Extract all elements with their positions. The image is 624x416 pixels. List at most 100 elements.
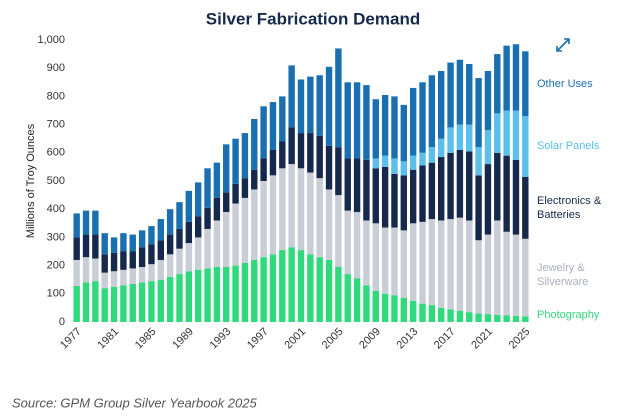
bar-segment bbox=[166, 276, 174, 322]
y-axis-label: Millions of Troy Ounces bbox=[25, 123, 37, 238]
bar-segment bbox=[204, 268, 211, 322]
bar-segment bbox=[251, 118, 258, 170]
bar-segment bbox=[494, 113, 501, 153]
bar-segment bbox=[335, 267, 342, 322]
x-tick-label: 2021 bbox=[469, 326, 495, 352]
bar-segment bbox=[325, 145, 333, 190]
y-tick-label: 800 bbox=[47, 90, 65, 102]
bar-segment bbox=[157, 240, 164, 260]
bar-segment bbox=[353, 158, 361, 213]
bar-segment bbox=[447, 62, 454, 128]
bar-segment bbox=[391, 158, 398, 174]
bar-segment bbox=[484, 234, 492, 315]
bar-segment bbox=[438, 138, 445, 158]
y-tick-label: 900 bbox=[47, 62, 65, 74]
bar-segment bbox=[82, 257, 90, 283]
bar-segment bbox=[101, 272, 108, 289]
bar-segment bbox=[335, 195, 342, 268]
x-tick-label: 1981 bbox=[95, 326, 121, 352]
bar-segment bbox=[400, 104, 408, 162]
bar-segment bbox=[307, 172, 314, 255]
bar-segment bbox=[344, 210, 351, 275]
bar-segment bbox=[92, 210, 99, 235]
bar-segment bbox=[232, 265, 239, 322]
bar-segment bbox=[269, 175, 277, 255]
bar-segment bbox=[138, 267, 146, 283]
bar-segment bbox=[297, 133, 305, 169]
bar-segment bbox=[241, 197, 249, 263]
bar-segment bbox=[307, 76, 314, 134]
bar-segment bbox=[475, 240, 482, 314]
bar-segment bbox=[400, 298, 408, 322]
bar-segment bbox=[466, 151, 473, 221]
bar-segment bbox=[353, 82, 361, 159]
expand-icon[interactable] bbox=[556, 38, 570, 52]
bar-segment bbox=[522, 316, 529, 322]
bar-segment bbox=[92, 258, 99, 282]
bar-segment bbox=[232, 138, 239, 184]
bar-segment bbox=[148, 244, 155, 265]
bar-segment bbox=[279, 96, 286, 142]
bar-segment bbox=[251, 189, 258, 260]
bar-segment bbox=[494, 54, 501, 114]
x-tick-label: 1985 bbox=[133, 326, 159, 352]
bar-segment bbox=[166, 234, 174, 255]
bar-segment bbox=[260, 181, 267, 258]
legend-label: Electronics & Batteries bbox=[537, 194, 602, 221]
bar-segment bbox=[269, 149, 277, 176]
legend-label: Other Uses bbox=[537, 77, 593, 90]
bar-segment bbox=[372, 158, 379, 169]
bar-segment bbox=[456, 217, 464, 311]
bar-segment bbox=[223, 192, 230, 213]
y-tick-label: 0 bbox=[59, 316, 65, 328]
bar-segment bbox=[484, 71, 492, 131]
bar-segment bbox=[335, 147, 342, 196]
bar-segment bbox=[129, 283, 136, 322]
bar-segment bbox=[73, 259, 80, 286]
bar-segment bbox=[484, 164, 492, 235]
bar-segment bbox=[223, 144, 230, 193]
bar-segment bbox=[503, 45, 510, 111]
bar-segment bbox=[475, 78, 482, 148]
bar-segment bbox=[494, 152, 501, 221]
bar-segment bbox=[325, 259, 333, 322]
bar-segment bbox=[213, 197, 221, 221]
bar-segment bbox=[466, 124, 473, 152]
bar-segment bbox=[297, 250, 305, 322]
bar-segment bbox=[204, 168, 211, 208]
bar-segment bbox=[316, 135, 323, 179]
x-tick-label: 2001 bbox=[282, 326, 308, 352]
bar-segment bbox=[372, 223, 379, 291]
bar-segment bbox=[344, 274, 351, 322]
bar-segment bbox=[148, 264, 155, 282]
bar-segment bbox=[204, 228, 211, 269]
bar-segment bbox=[475, 313, 482, 322]
bar-segment bbox=[363, 85, 370, 160]
bar-segment bbox=[456, 149, 464, 218]
bar-segment bbox=[381, 227, 389, 294]
bar-segment bbox=[194, 269, 202, 322]
bar-segment bbox=[456, 124, 464, 150]
bar-segment bbox=[148, 281, 155, 322]
bar-segment bbox=[204, 207, 211, 229]
bar-segment bbox=[447, 152, 454, 220]
bar-segment bbox=[438, 71, 445, 139]
x-tick-label: 1997 bbox=[245, 326, 271, 352]
bar-segment bbox=[185, 190, 193, 222]
bar-segment bbox=[363, 220, 370, 286]
bar-segment bbox=[475, 147, 482, 176]
bar-segment bbox=[110, 252, 118, 272]
bar-segment bbox=[409, 300, 417, 322]
bar-segment bbox=[456, 310, 464, 322]
bar-segment bbox=[484, 314, 492, 322]
bar-segment bbox=[522, 238, 529, 317]
bar-segment bbox=[176, 248, 183, 275]
bar-segment bbox=[335, 48, 342, 148]
bar-segment bbox=[223, 267, 230, 322]
bar-segment bbox=[428, 305, 436, 322]
bar-segment bbox=[129, 234, 136, 252]
bar-segment bbox=[232, 203, 239, 266]
bar-segment bbox=[381, 155, 389, 167]
bar-segment bbox=[194, 216, 202, 238]
bar-segment bbox=[381, 293, 389, 322]
